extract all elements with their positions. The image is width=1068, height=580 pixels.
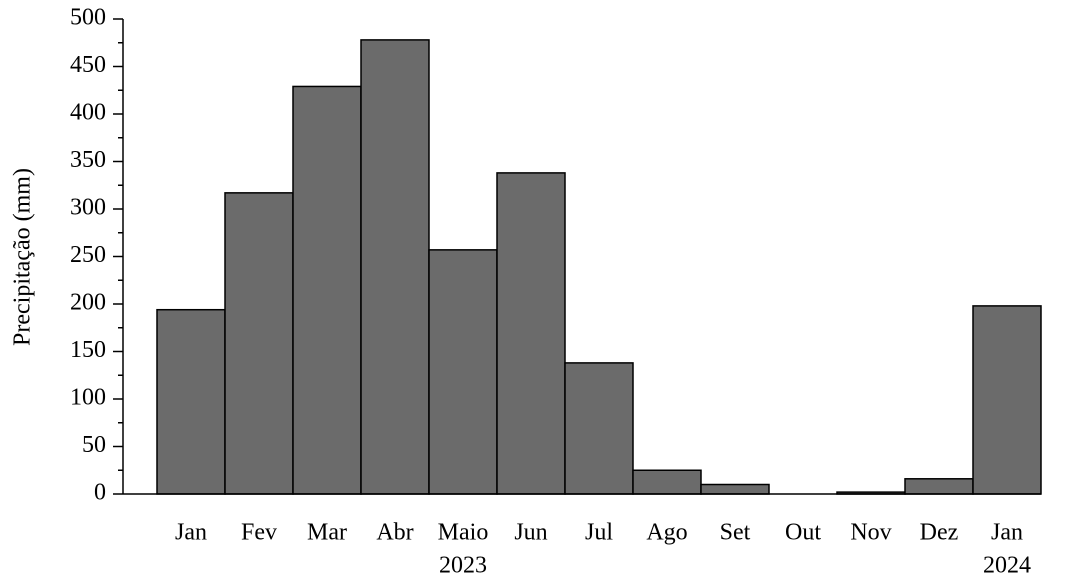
bar — [632, 469, 702, 495]
year-label: 2023 — [439, 553, 487, 579]
bar — [904, 478, 974, 495]
y-tick-label: 350 — [70, 147, 106, 173]
bar — [496, 172, 566, 495]
bar — [156, 308, 226, 495]
bar — [700, 483, 770, 495]
x-tick-label: Fev — [241, 520, 277, 546]
bar — [428, 249, 498, 495]
x-tick-label: Jul — [585, 520, 613, 546]
y-tick-label: 250 — [70, 242, 106, 268]
x-tick-label: Jan — [991, 520, 1023, 546]
x-tick-label: Dez — [920, 520, 959, 546]
y-axis-title: Precipitação (mm) — [10, 168, 36, 346]
y-tick-label: 50 — [82, 432, 106, 458]
x-tick-label: Abr — [376, 520, 413, 546]
x-tick-label: Maio — [438, 520, 489, 546]
y-tick-label: 0 — [94, 480, 106, 506]
x-tick-label: Nov — [850, 520, 891, 546]
y-tick-label: 300 — [70, 195, 106, 221]
y-tick-label: 100 — [70, 385, 106, 411]
bar — [564, 362, 634, 495]
x-tick-label: Ago — [646, 520, 687, 546]
x-tick-label: Set — [720, 520, 751, 546]
bar — [224, 192, 294, 495]
y-tick-label: 400 — [70, 100, 106, 126]
bar — [360, 39, 430, 495]
x-tick-label: Out — [785, 520, 821, 546]
y-tick-label: 200 — [70, 290, 106, 316]
y-tick-label: 450 — [70, 52, 106, 78]
x-tick-label: Jan — [175, 520, 207, 546]
bar — [292, 85, 362, 495]
year-label: 2024 — [983, 553, 1031, 579]
bar — [972, 305, 1042, 495]
y-tick-label: 500 — [70, 5, 106, 31]
x-tick-label: Mar — [307, 520, 347, 546]
y-tick-label: 150 — [70, 337, 106, 363]
x-tick-label: Jun — [514, 520, 547, 546]
